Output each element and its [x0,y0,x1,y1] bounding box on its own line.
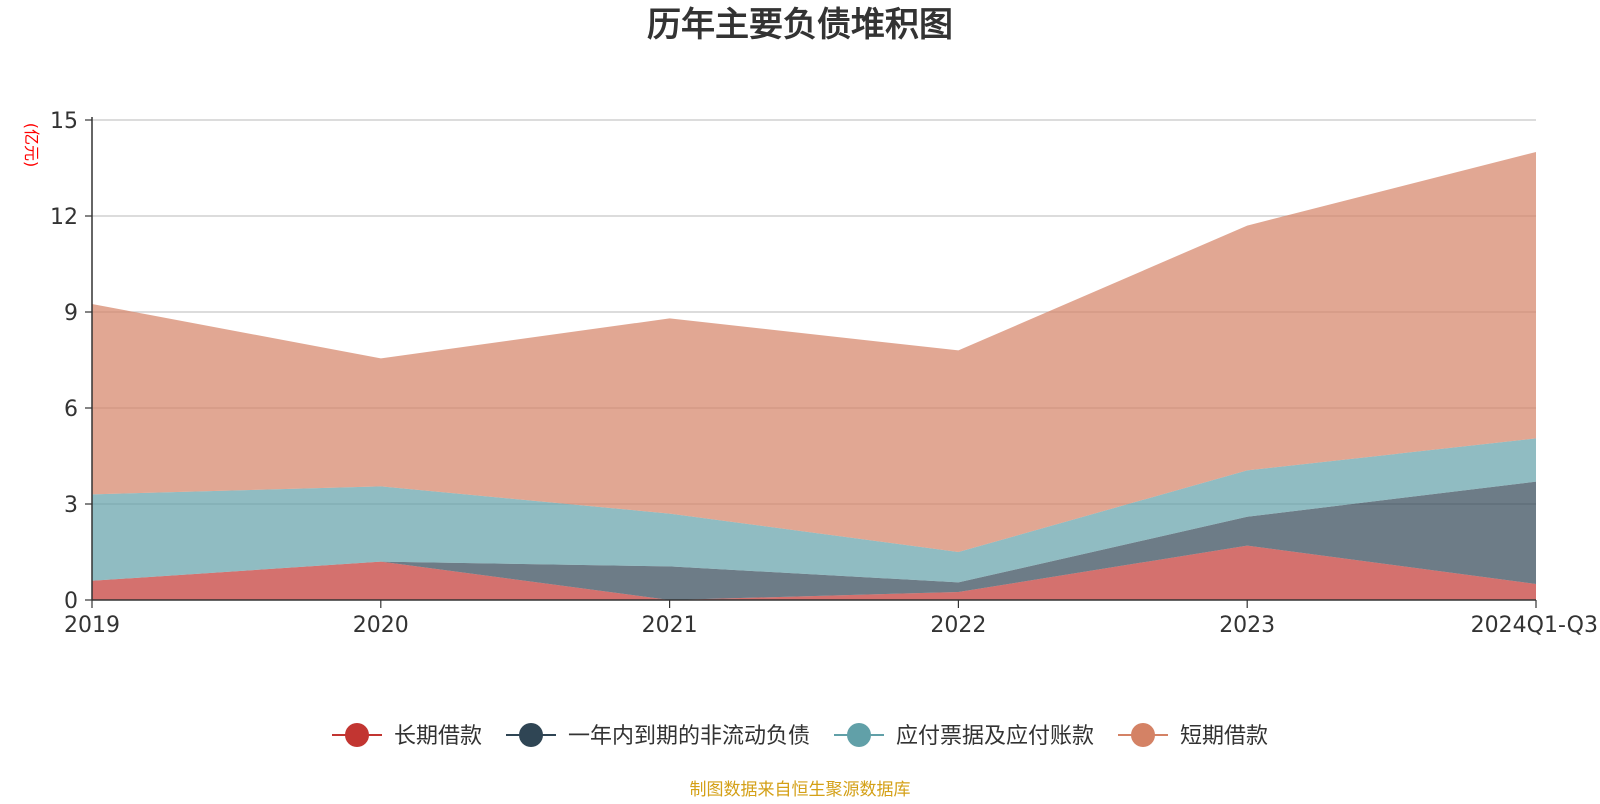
y-tick-label: 12 [50,205,78,230]
x-tick-label: 2023 [1219,613,1275,638]
x-tick-label: 2019 [64,613,120,638]
legend-item-2[interactable]: 应付票据及应付账款 [834,723,1094,749]
x-tick-label: 2020 [353,613,409,638]
x-tick-label: 2021 [642,613,698,638]
legend-dot-icon [519,723,543,747]
x-tick-label: 2022 [930,613,986,638]
x-tick-label: 2024Q1-Q3 [1471,613,1598,638]
area-series-1[interactable] [92,481,1536,600]
area-series-0[interactable] [92,545,1536,600]
y-tick-label: 3 [64,493,78,518]
y-tick-label: 6 [64,397,78,422]
legend-label: 应付票据及应付账款 [896,724,1094,749]
legend-dot-icon [1131,723,1155,747]
chart-title: 历年主要负债堆积图 [647,5,953,45]
y-axis-unit-label: (亿元) [22,123,41,168]
axis-layer: 0 3 6 9 12 15 2019 2020 2021 2022 2023 2024Q1-Q3 [50,109,1598,638]
legend[interactable]: 长期借款 一年内到期的非流动负债 应付票据及应付账款 短期借款 [332,723,1268,749]
legend-label: 一年内到期的非流动负债 [568,724,810,749]
area-series-2[interactable] [92,438,1536,583]
y-tick-label: 0 [64,589,78,614]
legend-dot-icon [847,723,871,747]
area-layer [92,152,1536,600]
y-tick-label: 9 [64,301,78,326]
legend-item-0[interactable]: 长期借款 [332,723,482,749]
legend-item-3[interactable]: 短期借款 [1118,723,1268,749]
legend-dot-icon [345,723,369,747]
y-tick-label: 15 [50,109,78,134]
legend-label: 长期借款 [394,724,482,749]
legend-item-1[interactable]: 一年内到期的非流动负债 [506,723,810,749]
legend-label: 短期借款 [1180,724,1268,749]
source-note: 制图数据来自恒生聚源数据库 [690,780,911,800]
area-series-3[interactable] [92,152,1536,552]
